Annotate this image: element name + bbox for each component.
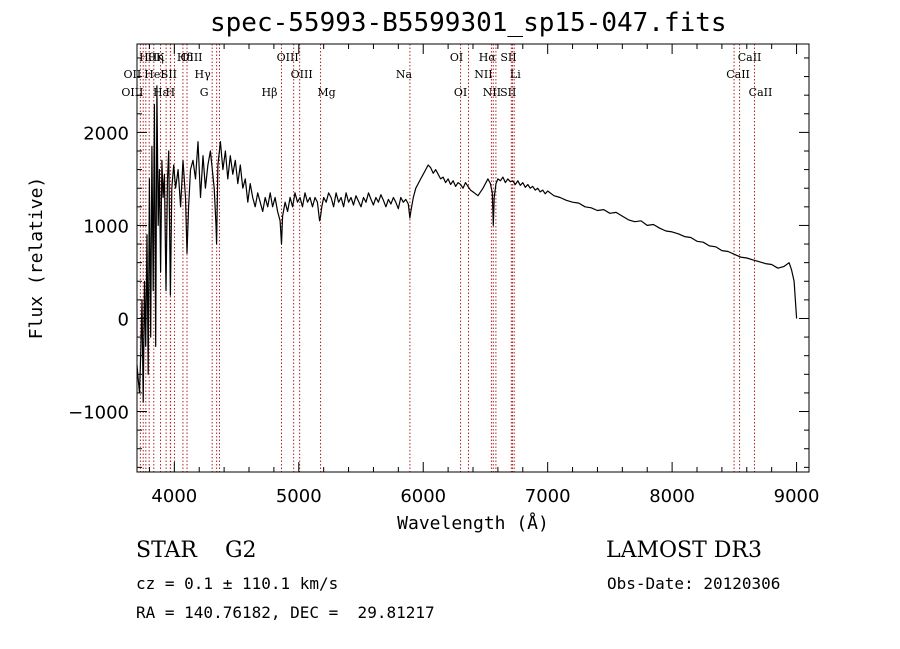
line-label: Hα <box>479 51 497 64</box>
axes: 4000 5000 6000 7000 8000 9000 −1000 0 1000 2000 Wa… <box>26 43 820 534</box>
line-label: Na <box>396 68 413 81</box>
line-label: Hε <box>153 86 169 99</box>
line-label: G <box>200 86 209 99</box>
line-label: CaII <box>738 51 762 64</box>
line-label: SII <box>500 51 516 64</box>
line-label: H <box>166 86 176 99</box>
line-label: SII <box>500 86 516 99</box>
line-label: CaII <box>749 86 773 99</box>
line-label: OII <box>124 68 142 81</box>
x-tick-label: 5000 <box>276 486 322 507</box>
y-tick-label: 1000 <box>83 216 129 237</box>
line-label: Hβ <box>262 86 278 99</box>
line-label: Hη <box>148 51 164 64</box>
y-tick-label: −1000 <box>68 403 129 424</box>
object-class: STAR G2 <box>136 538 257 563</box>
radec-readout: RA = 140.76182, DEC = 29.81217 <box>136 603 435 622</box>
line-label: Mg <box>317 86 335 99</box>
survey-name: LAMOST DR3 <box>606 538 762 563</box>
x-axis-label: Wavelength (Å) <box>397 512 549 534</box>
spectrum-line <box>136 85 798 403</box>
x-tick-label: 9000 <box>774 486 820 507</box>
line-label: OI <box>454 86 467 99</box>
line-label: NII <box>483 86 501 99</box>
line-label: CaII <box>726 68 750 81</box>
line-label: K <box>156 51 165 64</box>
line-label: Hγ <box>195 68 212 81</box>
line-label: NII <box>474 68 492 81</box>
redshift-readout: cz = 0.1 ± 110.1 km/s <box>136 574 339 593</box>
y-tick-label: 2000 <box>83 123 129 144</box>
line-label: SII <box>161 68 177 81</box>
y-axis-label: Flux (relative) <box>26 177 47 340</box>
line-label: OIII <box>291 68 313 81</box>
obs-date: Obs-Date: 20120306 <box>607 574 781 593</box>
x-tick-label: 4000 <box>151 486 197 507</box>
line-label: OI <box>450 51 463 64</box>
line-markers <box>139 44 755 472</box>
spectrum-series <box>136 85 798 403</box>
line-label: HeI <box>144 68 164 81</box>
x-tick-label: 8000 <box>649 486 695 507</box>
x-tick-label: 7000 <box>525 486 571 507</box>
line-label: OIII <box>277 51 299 64</box>
line-label: Li <box>510 68 521 81</box>
line-label: OIII <box>121 86 143 99</box>
y-tick-label: 0 <box>118 309 129 330</box>
chart-title: spec-55993-B5599301_sp15-047.fits <box>210 8 727 38</box>
line-label: Hθ <box>139 51 156 64</box>
line-label: OIII <box>180 51 202 64</box>
plot-frame <box>136 43 810 473</box>
x-tick-label: 6000 <box>400 486 446 507</box>
line-label: Hδ <box>177 51 194 64</box>
